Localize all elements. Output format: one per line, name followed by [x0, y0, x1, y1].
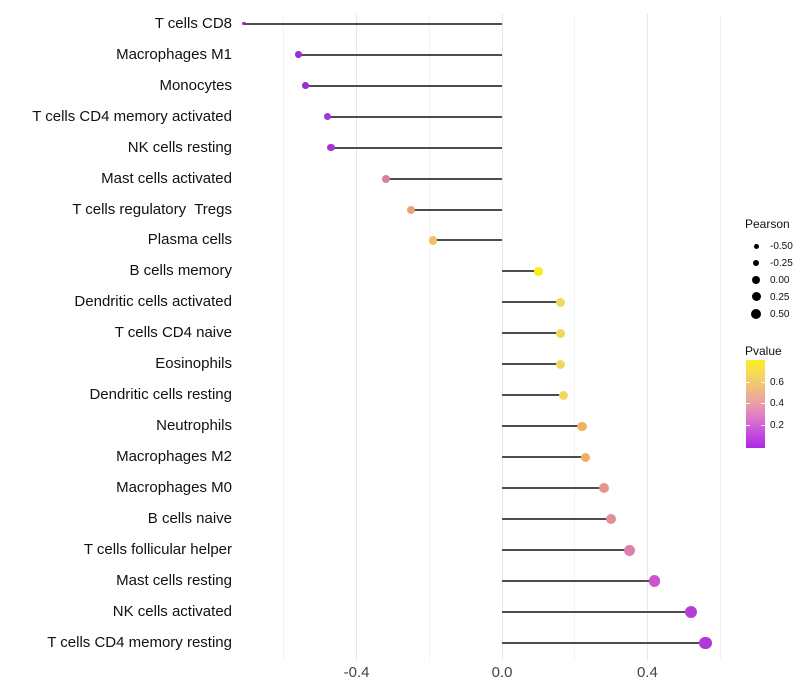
- lollipop-dot: [302, 82, 309, 89]
- y-axis-label: Macrophages M1: [116, 45, 232, 63]
- lollipop-dot: [327, 143, 335, 152]
- lollipop-dot: [580, 452, 591, 463]
- pearson-legend-dot: [751, 308, 761, 319]
- lollipop-stem: [502, 394, 564, 397]
- y-axis-label: NK cells resting: [127, 138, 232, 156]
- y-axis-label: Dendritic cells resting: [89, 386, 232, 404]
- gridline-minor: [428, 14, 430, 660]
- y-axis-label: T cells CD4 naive: [114, 324, 232, 342]
- lollipop-stem: [331, 146, 502, 149]
- y-axis-label: T cells regulatory Tregs: [72, 200, 232, 218]
- y-axis-label: B cells memory: [129, 262, 232, 280]
- lollipop-dot: [555, 359, 565, 369]
- lollipop-stem: [502, 487, 604, 490]
- pvalue-bar-tick: [761, 425, 765, 426]
- y-axis-label: T cells CD8: [154, 14, 232, 32]
- lollipop-stem: [327, 115, 502, 118]
- pearson-legend-label: 0.00: [770, 274, 790, 286]
- lollipop-stem: [502, 332, 561, 335]
- lollipop-dot: [577, 421, 587, 432]
- y-axis-label: Neutrophils: [156, 417, 232, 435]
- pvalue-tick-label: 0.4: [770, 398, 784, 409]
- lollipop-dot: [242, 21, 246, 26]
- lollipop-dot: [555, 328, 565, 338]
- lollipop-stem: [502, 549, 630, 552]
- lollipop-dot: [685, 606, 698, 619]
- lollipop-dot: [381, 174, 390, 183]
- pvalue-legend-title: Pvalue: [745, 344, 782, 358]
- y-axis-label: Plasma cells: [147, 231, 232, 249]
- lollipop-stem: [305, 84, 502, 87]
- gridline-minor: [719, 14, 721, 660]
- pvalue-bar-tick: [761, 403, 765, 404]
- pearson-legend-dot: [752, 275, 760, 284]
- gridline-major: [501, 14, 503, 660]
- lollipop-stem: [502, 270, 539, 273]
- lollipop-dot: [648, 575, 661, 587]
- y-axis-label: Monocytes: [159, 76, 232, 94]
- y-axis-label: Macrophages M0: [116, 479, 232, 497]
- x-axis-tick-label: 0.4: [636, 664, 658, 681]
- lollipop-stem: [502, 611, 692, 614]
- lollipop-dot: [295, 51, 302, 58]
- lollipop-stem: [502, 580, 655, 583]
- lollipop-dot: [598, 483, 609, 494]
- lollipop-stem: [243, 22, 502, 25]
- pvalue-bar-tick: [746, 425, 750, 426]
- gridline-minor: [574, 14, 576, 660]
- lollipop-stem: [502, 363, 561, 366]
- pearson-legend-label: -0.50: [770, 241, 793, 252]
- pvalue-bar-tick: [761, 382, 765, 383]
- gridline-major: [356, 14, 358, 660]
- pearson-legend-dot: [752, 259, 760, 267]
- lollipop-stem: [502, 425, 582, 428]
- lollipop-stem: [502, 518, 612, 521]
- pearson-legend-title: Pearson: [745, 217, 790, 231]
- lollipop-stem: [432, 239, 502, 242]
- y-axis-label: Eosinophils: [155, 355, 232, 373]
- pearson-legend-label: 0.50: [770, 308, 790, 320]
- y-axis-label: T cells CD4 memory resting: [47, 634, 232, 652]
- y-axis-label: Mast cells resting: [116, 572, 232, 590]
- lollipop-dot: [559, 390, 569, 400]
- lollipop-dot: [623, 544, 635, 556]
- pearson-legend-dot: [753, 243, 759, 249]
- lollipop-dot: [534, 267, 543, 276]
- lollipop-dot: [605, 513, 617, 525]
- lollipop-stem: [385, 177, 502, 180]
- y-axis-label: Dendritic cells activated: [74, 293, 232, 311]
- y-axis-label: T cells follicular helper: [83, 541, 232, 559]
- pvalue-bar-tick: [746, 382, 750, 383]
- lollipop-stem: [411, 208, 502, 211]
- lollipop-stem: [298, 53, 502, 56]
- gridline-major: [646, 14, 648, 660]
- y-axis-label: NK cells activated: [112, 603, 232, 621]
- x-axis-tick-label: 0.0: [491, 664, 513, 681]
- pearson-legend-dot: [751, 292, 761, 302]
- lollipop-stem: [502, 301, 561, 304]
- y-axis-label: Macrophages M2: [116, 448, 232, 466]
- pearson-legend-label: 0.25: [770, 291, 790, 303]
- y-axis-label: Mast cells activated: [101, 169, 232, 187]
- pvalue-tick-label: 0.6: [770, 377, 784, 388]
- x-axis-tick-label: -0.4: [343, 664, 370, 681]
- pvalue-tick-label: 0.2: [770, 420, 784, 431]
- y-axis-label: B cells naive: [147, 510, 232, 528]
- pearson-legend-label: -0.25: [770, 257, 793, 269]
- lollipop-stem: [502, 642, 706, 645]
- gridline-minor: [283, 14, 285, 660]
- lollipop-dot: [699, 636, 712, 650]
- pvalue-gradient-bar: [746, 360, 765, 448]
- lollipop-stem: [502, 456, 586, 459]
- lollipop-dot: [324, 113, 332, 121]
- lollipop-dot: [407, 205, 416, 214]
- pvalue-bar-tick: [746, 403, 750, 404]
- lollipop-dot: [555, 297, 565, 307]
- lollipop-dot: [428, 236, 438, 245]
- y-axis-label: T cells CD4 memory activated: [32, 107, 232, 125]
